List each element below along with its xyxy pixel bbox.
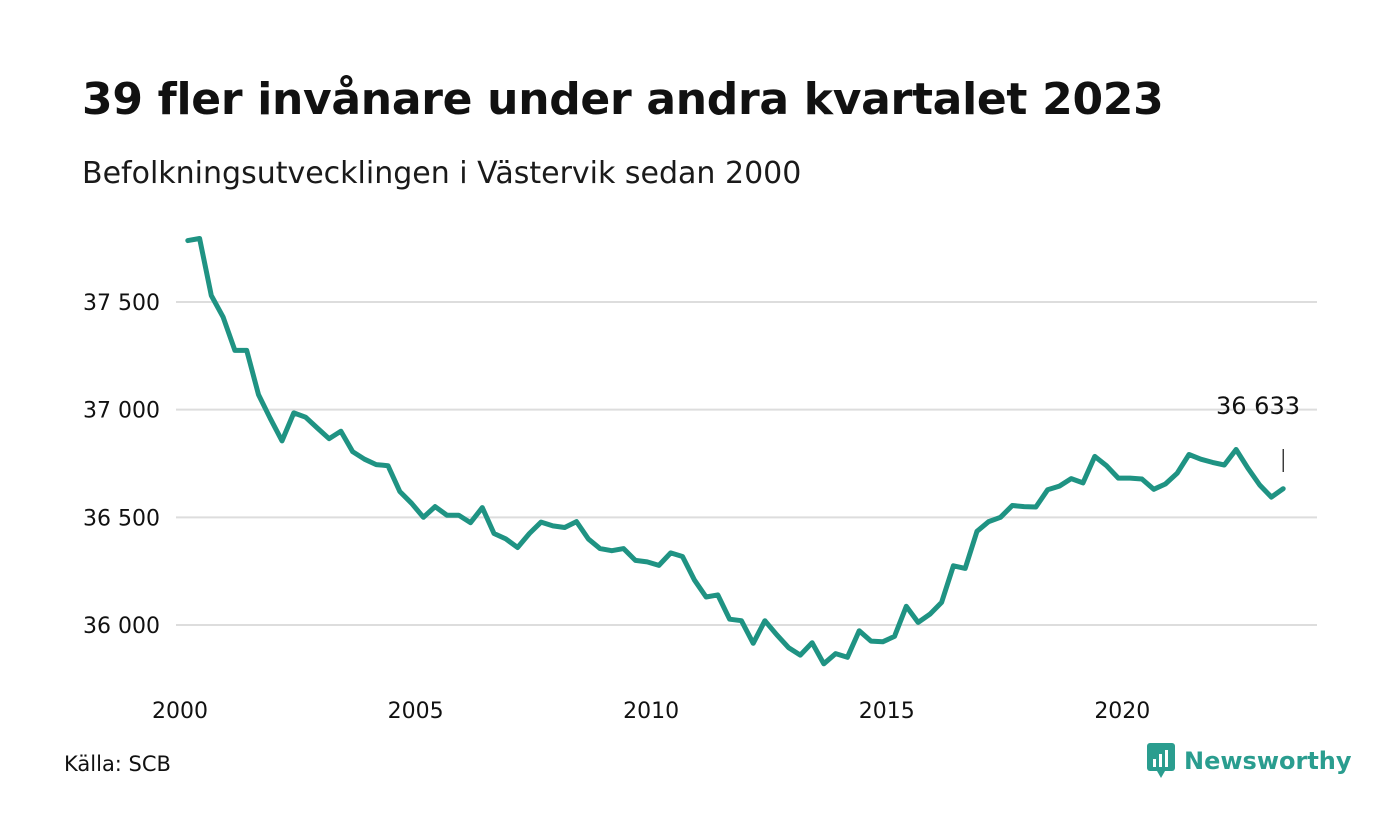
x-tick-label: 2000	[152, 699, 208, 724]
x-tick-label: 2015	[859, 699, 915, 724]
x-tick-label: 2005	[388, 699, 444, 724]
last-value-annotation: 36 633	[1216, 392, 1300, 420]
chart-title: 39 fler invånare under andra kvartalet 2…	[82, 74, 1164, 125]
y-tick-label: 37 500	[83, 291, 160, 316]
x-tick-label: 2020	[1094, 699, 1150, 724]
chart-subtitle: Befolkningsutvecklingen i Västervik seda…	[82, 156, 802, 191]
y-tick-label: 36 500	[83, 506, 160, 531]
population-line-chart: 36 000 36 500 37 000 37 500 2000 2005 2010 2015…	[83, 236, 1317, 724]
newsworthy-logo-icon	[1147, 743, 1175, 778]
brand-name: Newsworthy	[1184, 747, 1352, 775]
source-note: Källa: SCB	[64, 752, 171, 776]
y-tick-label: 37 000	[83, 399, 160, 424]
x-tick-label: 2010	[623, 699, 679, 724]
brand-logo[interactable]: Newsworthy	[1146, 742, 1352, 780]
y-tick-label: 36 000	[83, 614, 160, 639]
population-series-line	[185, 236, 1286, 667]
